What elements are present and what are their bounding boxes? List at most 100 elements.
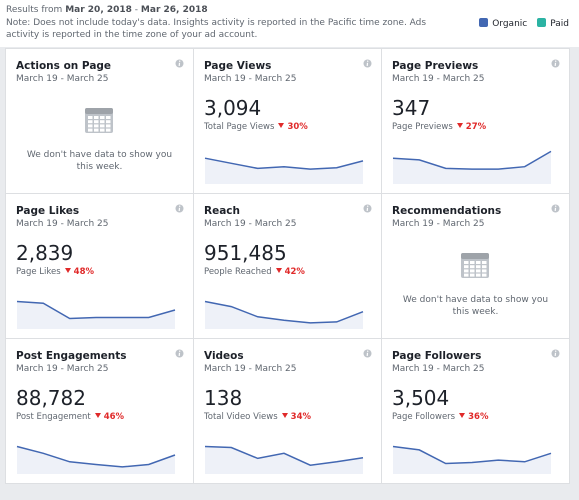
calendar-cell: [482, 265, 487, 269]
card-title: Videos: [204, 350, 244, 362]
calendar-cell: [464, 273, 469, 277]
empty-message: We don't have data to show you this week…: [402, 295, 549, 317]
sparkline-area: [393, 151, 551, 184]
metric-label: Total Video Views: [204, 412, 278, 422]
metric-label: Page Likes: [16, 267, 61, 277]
sparkline-line: [16, 300, 176, 320]
empty-message: We don't have data to show you this week…: [26, 150, 173, 172]
calendar-icon: [461, 253, 489, 278]
calendar-cell: [88, 116, 93, 119]
info-icon: [551, 59, 560, 68]
metric-change: 46%: [103, 412, 125, 422]
results-range: Results from Mar 20, 2018 - Mar 26, 2018: [6, 5, 208, 15]
metric-change: 27%: [465, 122, 487, 132]
card-dates: March 19 - March 25: [204, 219, 297, 229]
legend-item: Organic: [479, 18, 527, 29]
metric-label: Post Engagement: [16, 412, 91, 422]
card-title: Reach: [204, 205, 240, 217]
card-dates: March 19 - March 25: [392, 364, 485, 374]
sparkline-line: [204, 300, 364, 324]
sparkline: [204, 157, 364, 184]
info-icon: [551, 204, 560, 213]
metric-value: 88,782: [16, 386, 86, 410]
sparkline-line: [392, 445, 552, 465]
end-date: Mar 26, 2018: [140, 5, 208, 15]
info-icon: [175, 349, 184, 358]
card-dates: March 19 - March 25: [392, 74, 485, 84]
calendar-cell: [482, 273, 487, 277]
calendar-cell: [88, 124, 93, 128]
calendar-cell: [100, 120, 105, 124]
calendar-cell: [482, 261, 487, 264]
card-title: Page Previews: [392, 60, 479, 72]
metric-card: Page Likes March 19 - March 25 2,839 Page L…: [5, 193, 194, 339]
card-title: Recommendations: [392, 205, 502, 217]
metric-value: 3,504: [392, 386, 450, 410]
metric-change: 36%: [468, 412, 489, 422]
calendar-icon: [85, 108, 113, 133]
metric-value: 138: [204, 386, 243, 410]
metric-change: 48%: [73, 267, 95, 277]
date-separator: -: [134, 5, 139, 15]
info-dot: [179, 350, 181, 352]
calendar-cell: [106, 120, 111, 124]
info-dot: [367, 60, 369, 62]
calendar-cell: [94, 120, 99, 124]
sparkline: [204, 445, 364, 474]
down-arrow: [64, 268, 71, 273]
calendar-cell: [94, 128, 99, 132]
calendar-cell: [100, 116, 105, 119]
metric-label: Total Page Views: [204, 122, 275, 132]
card-title: Page Views: [204, 60, 272, 72]
card-dates: March 19 - March 25: [392, 219, 485, 229]
calendar-cell: [94, 116, 99, 119]
legend: Organic Paid: [479, 18, 569, 29]
sparkline-line: [16, 445, 176, 468]
card-title: Page Followers: [392, 350, 482, 362]
metric-change: 34%: [290, 412, 312, 422]
sparkline-area: [205, 446, 363, 474]
calendar-cell: [470, 269, 475, 273]
calendar-cell: [476, 269, 481, 273]
sparkline: [16, 300, 176, 329]
sparkline: [204, 300, 364, 329]
card-dates: March 19 - March 25: [16, 219, 109, 229]
calendar-cell: [470, 261, 475, 264]
info-icon: [363, 349, 372, 358]
info-dot: [179, 60, 181, 62]
info-dot: [179, 205, 181, 207]
sparkline-area: [205, 301, 363, 329]
info-icon: [363, 59, 372, 68]
sparkline-line: [204, 157, 364, 170]
header: Results from Mar 20, 2018 - Mar 26, 2018…: [0, 0, 579, 47]
metric-card: Page Previews March 19 - March 25 347 Page …: [381, 48, 570, 194]
info-icon: [363, 204, 372, 213]
start-date: Mar 20, 2018: [65, 5, 132, 15]
metric-card: Page Followers March 19 - March 25 3,504 Pa…: [381, 338, 570, 484]
legend-item: Paid: [537, 18, 569, 29]
calendar-cell: [470, 265, 475, 269]
down-arrow: [278, 123, 285, 128]
legend-swatch: [537, 18, 547, 27]
metric-value: 2,839: [16, 241, 74, 265]
card-title: Actions on Page: [16, 60, 112, 72]
metric-label: Page Followers: [392, 412, 456, 422]
calendar-cell: [106, 124, 111, 128]
calendar-cell: [470, 273, 475, 277]
info-dot: [367, 205, 369, 207]
sparkline-line: [392, 150, 552, 170]
sparkline-area: [205, 158, 363, 184]
calendar-cell: [482, 269, 487, 273]
metric-change: 42%: [284, 267, 305, 277]
metric-label: Page Previews: [392, 122, 453, 132]
metric-card: Videos March 19 - March 25 138 Total Video …: [193, 338, 382, 484]
sparkline: [16, 445, 176, 474]
metric-card: Reach March 19 - March 25 951,485 People Re…: [193, 193, 382, 339]
calendar-cell: [476, 261, 481, 264]
metric-card: Recommendations March 19 - March 25 We don…: [381, 193, 570, 339]
down-arrow: [456, 123, 463, 128]
metric-label-row: Page Likes 48%: [16, 267, 94, 277]
calendar-cell: [88, 120, 93, 124]
calendar-cell: [106, 128, 111, 132]
